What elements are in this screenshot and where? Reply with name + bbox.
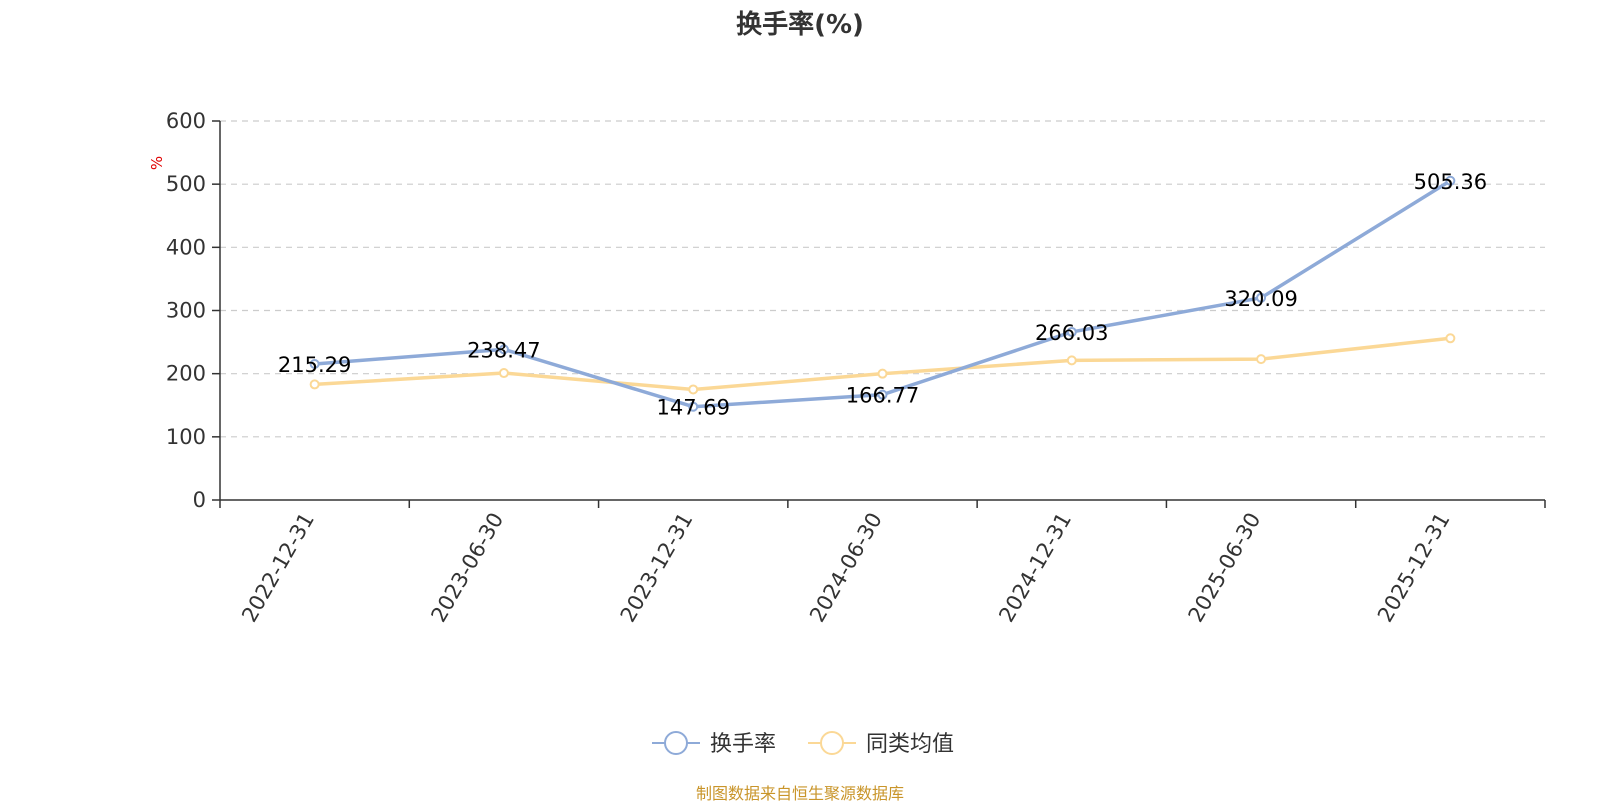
data-point[interactable]	[498, 368, 509, 379]
data-label: 238.47	[467, 338, 540, 362]
y-tick-label: 600	[166, 109, 206, 133]
data-label: 266.03	[1035, 321, 1108, 345]
y-tick-label: 100	[166, 425, 206, 449]
x-tick-label: 2022-12-31	[237, 509, 319, 627]
y-tick-label: 500	[166, 172, 206, 196]
series-points	[309, 175, 1456, 412]
y-tick-label: 200	[166, 362, 206, 386]
legend[interactable]: 换手率 同类均值	[652, 731, 954, 757]
y-unit-label: %	[148, 156, 166, 170]
x-tick-label: 2023-12-31	[616, 509, 698, 627]
x-tick-label: 2025-12-31	[1373, 509, 1455, 627]
data-label: 505.36	[1414, 170, 1487, 194]
y-tick-label: 0	[193, 488, 206, 512]
legend-item-0[interactable]: 换手率	[652, 731, 776, 757]
data-point[interactable]	[309, 379, 320, 390]
chart-title: 换手率(%)	[736, 10, 864, 40]
data-point[interactable]	[1066, 326, 1077, 337]
legend-label: 同类均值	[866, 732, 954, 757]
x-tick-label: 2025-06-30	[1184, 509, 1266, 627]
x-tick-label: 2024-06-30	[805, 509, 887, 627]
data-label: 147.69	[656, 396, 729, 420]
legend-label: 换手率	[710, 732, 776, 757]
data-point[interactable]	[688, 401, 699, 412]
data-point[interactable]	[1445, 333, 1456, 344]
data-point[interactable]	[1445, 175, 1456, 186]
axes: 0 100 200 300 400 500 600% 2022-12-31 2023-06-30…	[148, 109, 1546, 627]
legend-swatch-circle	[664, 731, 688, 755]
data-label: 166.77	[846, 384, 919, 408]
data-label: 215.29	[278, 353, 351, 377]
source-note: 制图数据来自恒生聚源数据库	[695, 784, 904, 803]
data-point[interactable]	[1256, 354, 1267, 365]
data-point[interactable]	[1256, 292, 1267, 303]
data-point[interactable]	[688, 384, 699, 395]
legend-swatch-circle	[820, 731, 844, 755]
y-tick-label: 400	[166, 235, 206, 259]
x-tick-label: 2023-06-30	[426, 509, 508, 627]
y-tick-label: 300	[166, 299, 206, 323]
data-point[interactable]	[1066, 355, 1077, 366]
data-point[interactable]	[498, 344, 509, 355]
legend-item-1[interactable]: 同类均值	[808, 731, 954, 757]
data-point[interactable]	[877, 368, 888, 379]
data-point[interactable]	[877, 389, 888, 400]
data-label: 320.09	[1224, 287, 1297, 311]
data-labels: 215.29 238.47 147.69 166.77 266.03 320.09 505.…	[278, 170, 1487, 420]
data-point[interactable]	[309, 359, 320, 370]
x-tick-label: 2024-12-31	[994, 509, 1076, 627]
